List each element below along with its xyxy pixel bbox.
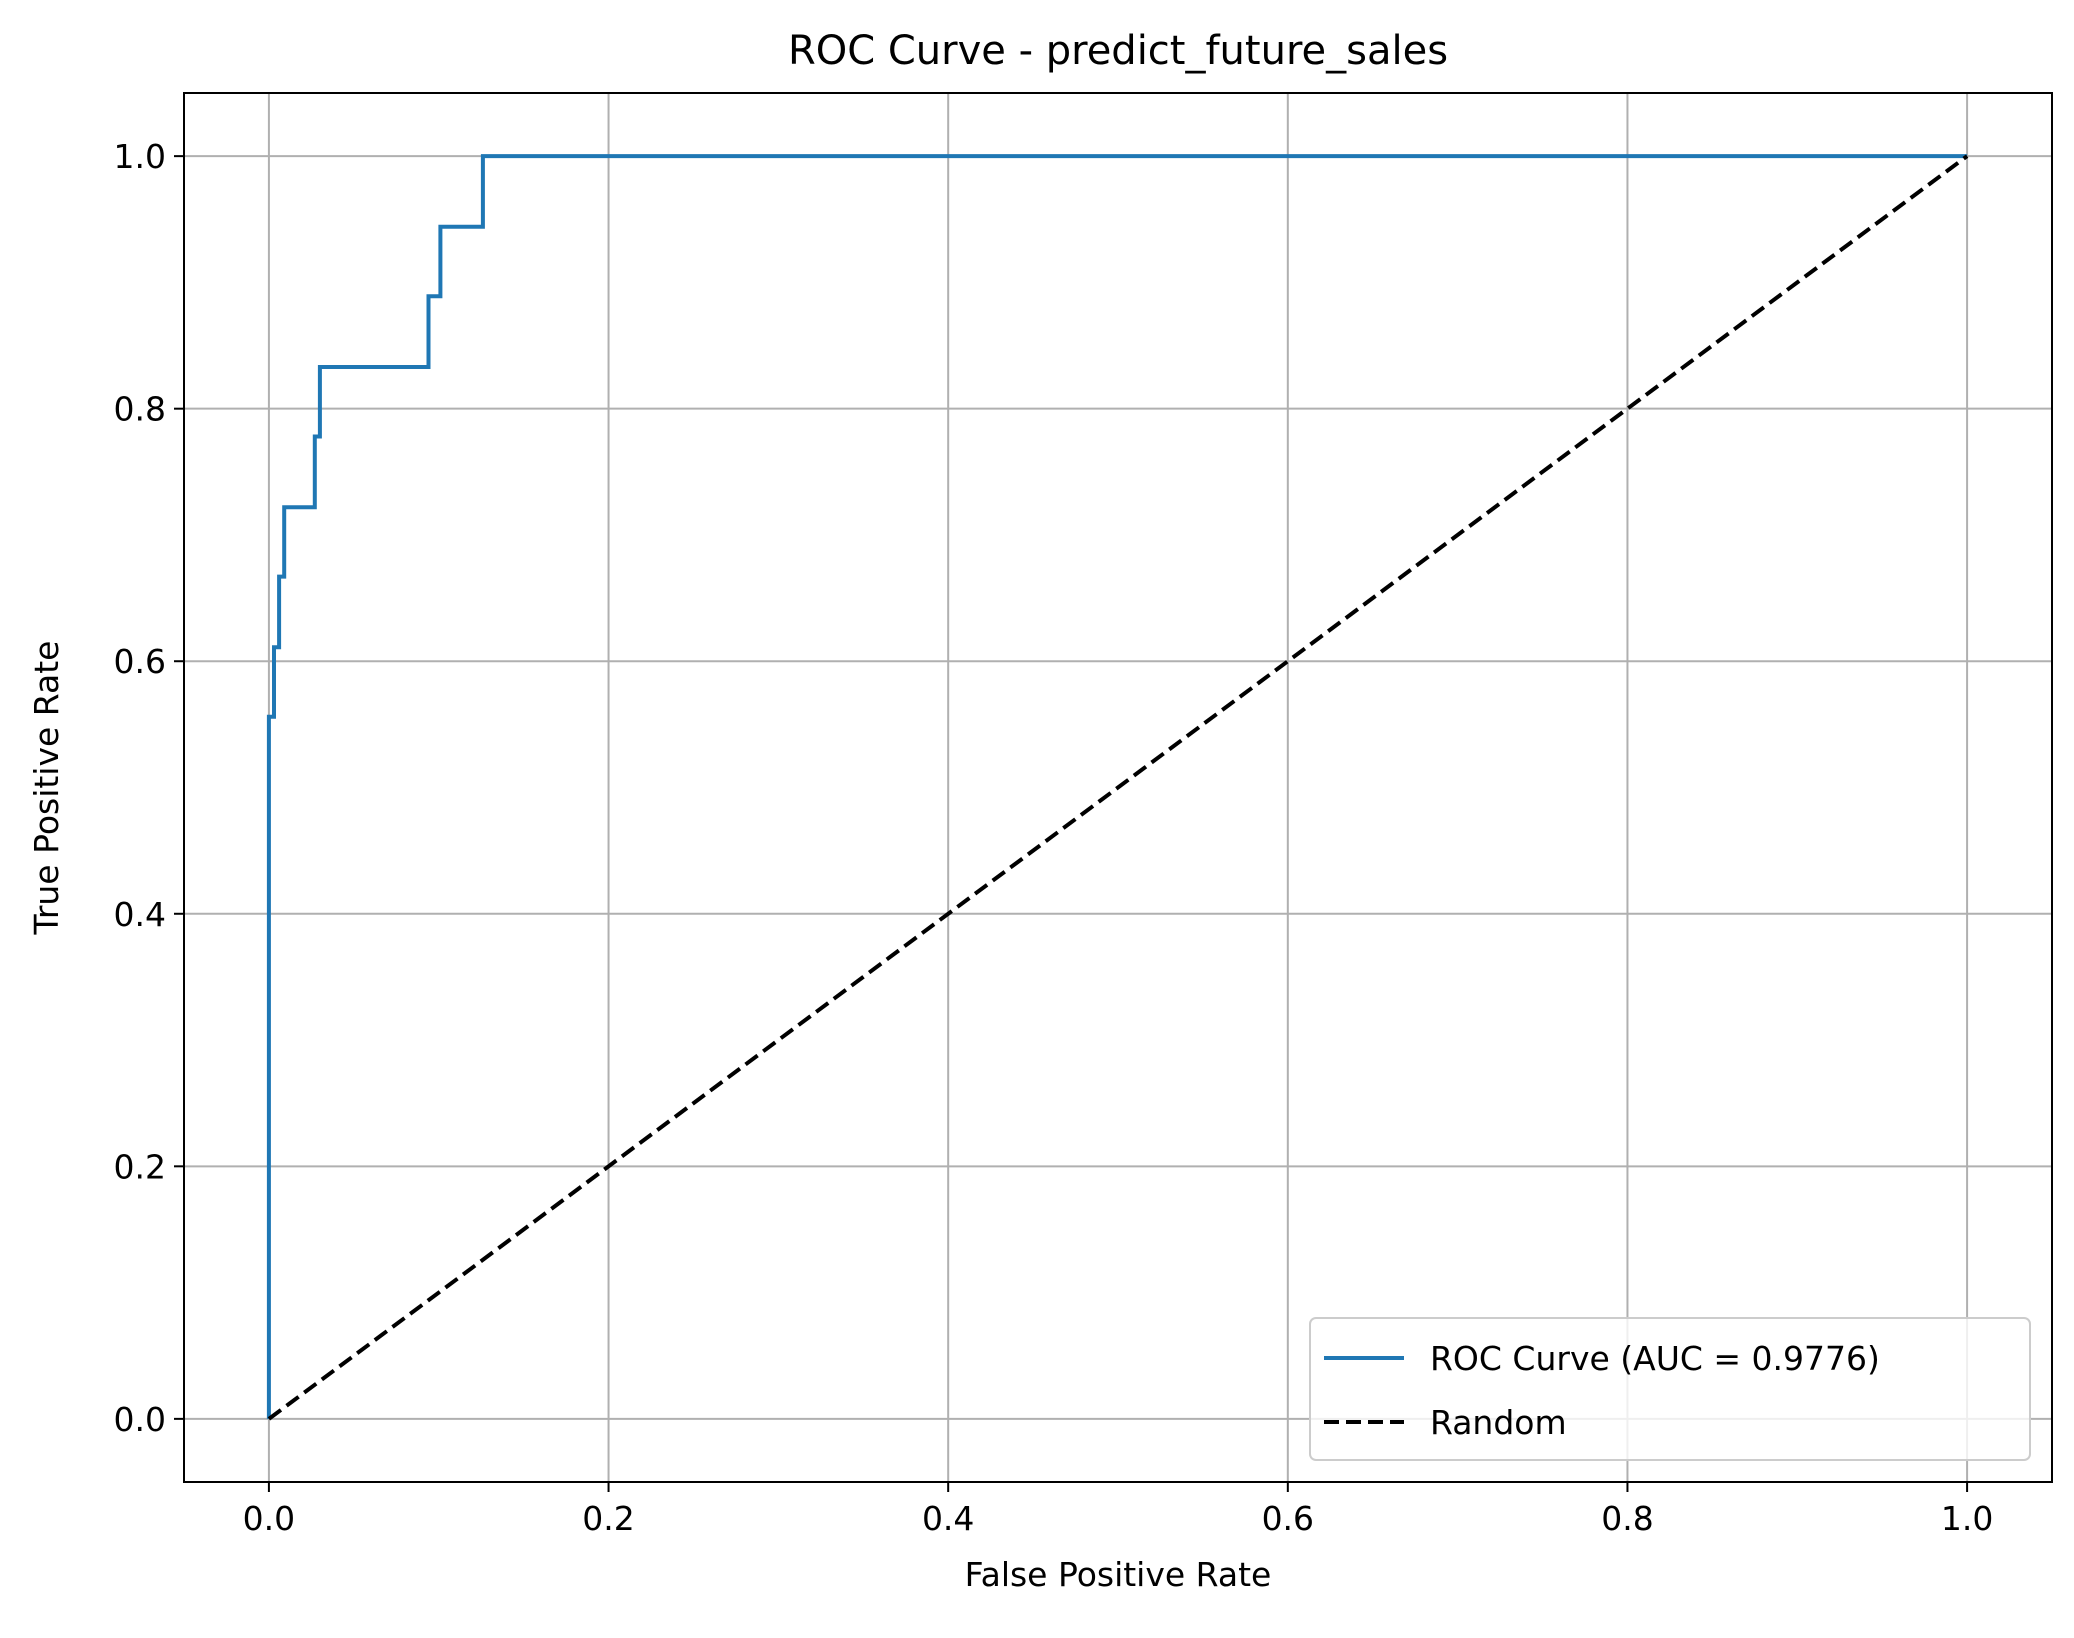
y-tick-label: 1.0 bbox=[114, 137, 166, 176]
y-tick-label: 0.2 bbox=[114, 1147, 166, 1186]
legend-roc-label: ROC Curve (AUC = 0.9776) bbox=[1430, 1339, 1880, 1378]
x-tick-label: 0.6 bbox=[1262, 1499, 1314, 1538]
y-tick-label: 0.6 bbox=[114, 642, 166, 681]
x-tick-label: 0.4 bbox=[922, 1499, 974, 1538]
plot-frame bbox=[183, 92, 2053, 1483]
y-tick-label: 0.4 bbox=[114, 895, 166, 934]
grid bbox=[184, 93, 2052, 1482]
x-tick-label: 0.2 bbox=[582, 1499, 634, 1538]
chart-title: ROC Curve - predict_future_sales bbox=[788, 28, 1448, 74]
series-layer bbox=[266, 154, 1969, 1421]
x-tick-label: 0.8 bbox=[1601, 1499, 1653, 1538]
legend: ROC Curve (AUC = 0.9776) Random bbox=[1309, 1317, 2031, 1461]
x-tick-label: 1.0 bbox=[1941, 1499, 1993, 1538]
y-tick-label: 0.8 bbox=[114, 390, 166, 429]
random-baseline-line bbox=[267, 154, 1969, 1421]
ticks: 0.0 0.2 0.4 0.6 0.8 1.0 0.0 0.2 0.4 0.6 0.8 1.0 bbox=[114, 137, 1994, 1538]
y-tick-label: 0.0 bbox=[114, 1400, 166, 1439]
legend-box bbox=[1309, 1317, 2031, 1461]
roc-curve-line bbox=[266, 154, 1968, 1419]
x-axis-label: False Positive Rate bbox=[965, 1555, 1272, 1594]
legend-random-label: Random bbox=[1430, 1403, 1567, 1442]
y-axis-label: True Positive Rate bbox=[27, 641, 66, 936]
x-tick-label: 0.0 bbox=[243, 1499, 295, 1538]
